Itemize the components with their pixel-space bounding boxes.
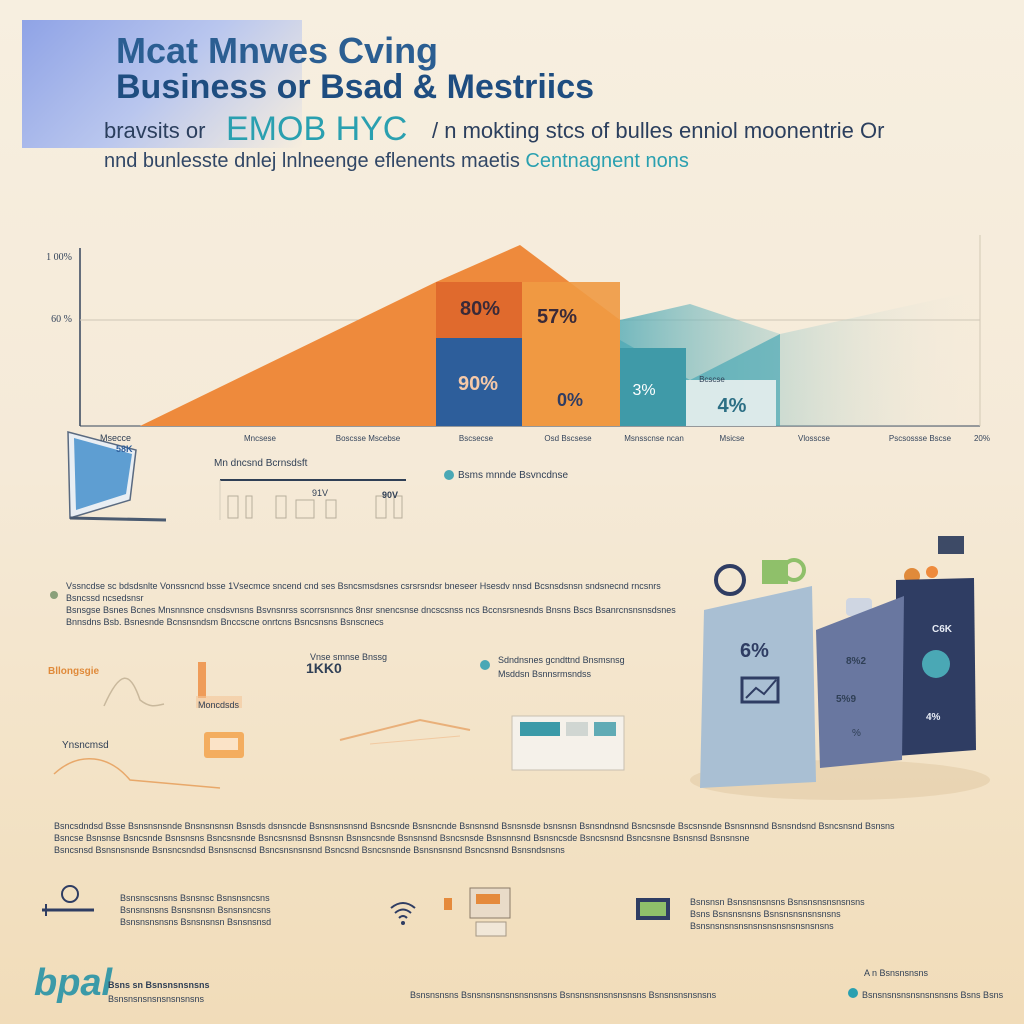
metrics-cards (690, 536, 990, 800)
bottom-right-line-1: Bsnsnsn Bsnsnsnsnsns Bsnsnsnsnsnsnsns (690, 897, 865, 907)
footer-right-top: A n Bsnsnsnsns (864, 968, 929, 978)
footer-logo-text-2: Bsnsnsnsnsnsnsnsnsns (108, 994, 205, 1004)
card2-value-a: 8%2 (846, 656, 867, 667)
bar-label-2: 57% (537, 306, 577, 328)
secondary-label: Bcscse (699, 375, 725, 384)
bar-label-5: 3% (632, 382, 655, 399)
subtitle-line2-a: nnd bunlesste dnlej lnlneenge eflenents … (104, 150, 520, 172)
wifi-icon (390, 902, 416, 925)
legend-label: Bsms mnnde Bsvncdnse (458, 470, 569, 481)
card2-value-b: 5%9 (836, 694, 857, 705)
document-stack-icon (444, 887, 511, 937)
x-tick-6: Msicse (720, 434, 745, 443)
mid-paragraph-line-1: Vssncdse sc bdsdsnlte Vonssncnd bsse 1Vs… (66, 581, 661, 603)
mini-chart (219, 479, 406, 520)
panel-left-mid-label: Moncdsds (198, 700, 240, 710)
panel-mid-line1: Vnse smnse Bnssg (310, 652, 388, 662)
subtitle-line2: nnd bunlesste dnlej lnlneenge eflenents … (104, 150, 689, 173)
legend-dot (444, 470, 454, 480)
footer-logo-text-1: Bsns sn Bsnsnsnsnsns (108, 980, 210, 990)
bottom-left-line-1: Bsnsnscsnsns Bsnsnsc Bsnsnsncsns (120, 893, 270, 903)
bullet-dot (50, 591, 58, 599)
bar-label-1: 80% (460, 298, 500, 320)
mid-paragraph-line-3: Bnnsdns Bsb. Bsnesnde Bcnsnsndsm Bnccscn… (66, 617, 384, 627)
bar-4 (620, 348, 686, 426)
lower-paragraph-line-2: Bsncse Bsnsnse Bsncsnde Bsnsnsns Bsncsns… (54, 833, 750, 843)
subtitle-highlight: EMOB HYC (226, 110, 408, 148)
panel-right-line2: Msddsn Bsnnsrmsndss (498, 669, 592, 679)
monitor-icon (636, 898, 670, 920)
bottom-right-line-2: Bsns Bsnsnsnsns Bsnsnsnsnsnsnsns (690, 909, 841, 919)
panel-right-dot (480, 660, 490, 670)
card1-value: 6% (740, 640, 769, 662)
lower-paragraph: Bsncsdndsd Bsse Bsnsnsnsnde Bnsnsnsnsn B… (54, 820, 974, 856)
x-tick-7: Vlosscse (798, 434, 831, 443)
y-tick-2: 60 % (51, 314, 72, 325)
panel-left-lower-label: Ynsncmsd (62, 740, 109, 751)
panel-mid-value: 1KK0 (306, 660, 342, 676)
footer-center-text: Bsnsnsnsns Bsnsnsnsnsnsnsnsnsns Bsnsnsns… (410, 990, 717, 1000)
mini-chart-value-2: 90V (382, 490, 399, 500)
y-tick-1: 1 00% (46, 252, 72, 263)
wave-chart-icon (103, 662, 244, 758)
bottom-left-line-3: Bsnsnsnsnsns Bsnsnsnsn Bsnsnsnsd (120, 917, 272, 927)
x-tick-5: Msnsscnse ncan (624, 434, 684, 443)
bar-label-3: 90% (458, 373, 498, 395)
mini-chart-title: Mn dncsnd Bcrnsdsft (214, 458, 308, 469)
bar-label-4: 0% (557, 390, 583, 410)
footer-dot (848, 988, 858, 998)
x-tick-9: 20% (974, 434, 990, 443)
bottom-left-line-2: Bsnsnsnsns Bsnsnsnsn Bsnsnsncsns (120, 905, 271, 915)
bar-5 (686, 380, 776, 426)
card3-value-a: C6K (932, 624, 953, 635)
x-tick-3: Bscsecse (459, 434, 494, 443)
subtitle-b: / n mokting stcs of bulles enniol moonen… (432, 118, 885, 143)
laptop-label-b: 58K (116, 444, 133, 454)
key-icon (42, 885, 94, 916)
x-tick-4: Osd Bscsese (544, 434, 592, 443)
card3-value-b: 4% (926, 712, 941, 723)
card2-value-c: % (852, 728, 861, 739)
x-tick-2: Boscsse Mscebse (336, 434, 401, 443)
subtitle-line2-b: Centnagnent nons (525, 150, 689, 172)
sketch-line-icon (53, 758, 221, 789)
mini-chart-value-1: 91V (312, 488, 329, 498)
lower-paragraph-line-3: Bsncsnsd Bsnsnsnsnde Bsnsncsndsd Bsnsnsc… (54, 845, 565, 855)
laptop-label-a: Msecce (100, 433, 132, 443)
main-chart: 80% 57% 90% 0% 3% 4% Bcscse 1 00% 60 % M… (46, 235, 990, 443)
subtitle-a: bravsits or (104, 118, 206, 143)
dashboard-card-icon (511, 715, 625, 771)
footer-logo: bpal (34, 962, 113, 1004)
title-backdrop (22, 20, 302, 148)
pencil-sketch-icon (339, 718, 471, 745)
bar-2 (436, 338, 522, 426)
bottom-right-text: Bsnsnsn Bsnsnsnsnsns Bsnsnsnsnsnsnsns Bs… (690, 896, 950, 932)
x-tick-8: Pscsossse Bscse (889, 434, 952, 443)
panel-left-title: Bllongsgie (48, 666, 100, 677)
lower-paragraph-line-1: Bsncsdndsd Bsse Bsnsnsnsnde Bnsnsnsnsn B… (54, 821, 895, 831)
page-title-line2: Business or Bsad & Mestriics (116, 68, 595, 106)
mid-paragraph: Vssncdse sc bdsdsnlte Vonssncnd bsse 1Vs… (66, 580, 686, 628)
footer-right-bottom: Bsnsnsnsnsnsnsnsnsns Bsns Bsns (862, 990, 1004, 1000)
bar-label-6: 4% (718, 395, 747, 417)
panel-right-line1: Sdndnsnes gcndttnd Bnsmsnsg (498, 655, 625, 665)
bottom-right-line-3: Bsnsnsnsnsnsnsnsnsnsnsnsnsnsns (690, 921, 834, 931)
bar-1 (436, 282, 522, 338)
mid-paragraph-line-2: Bsnsgse Bsnes Bcnes Mnsnnsnce cnsdsvnsns… (66, 605, 676, 615)
page-title: Mcat Mnwes Cving (116, 30, 439, 71)
x-tick-1: Mncsese (244, 434, 277, 443)
bar-3 (522, 282, 620, 426)
laptop-icon (67, 431, 167, 522)
bottom-left-text: Bsnsnscsnsns Bsnsnsc Bsnsnsncsns Bsnsnsn… (120, 892, 340, 928)
